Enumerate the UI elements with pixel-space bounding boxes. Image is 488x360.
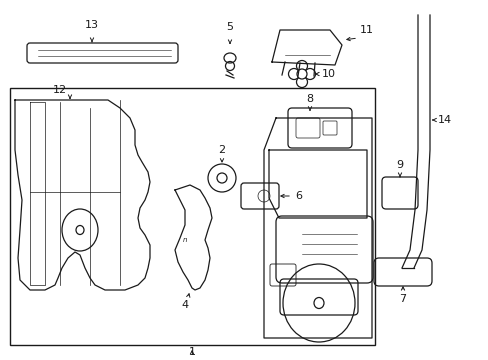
Text: 11: 11	[359, 25, 373, 35]
Text: 5: 5	[226, 22, 233, 32]
Bar	[10, 88, 374, 345]
Text: 13: 13	[85, 20, 99, 30]
Text: 6: 6	[294, 191, 302, 201]
Text: 7: 7	[399, 294, 406, 304]
Text: 2: 2	[218, 145, 225, 155]
Text: 1: 1	[188, 347, 195, 357]
Text: 12: 12	[53, 85, 67, 95]
Text: 8: 8	[306, 94, 313, 104]
Circle shape	[296, 69, 306, 79]
Text: 4: 4	[181, 300, 188, 310]
Text: n: n	[183, 237, 187, 243]
Text: 10: 10	[321, 69, 335, 79]
Text: 14: 14	[437, 115, 451, 125]
Text: 9: 9	[396, 160, 403, 170]
